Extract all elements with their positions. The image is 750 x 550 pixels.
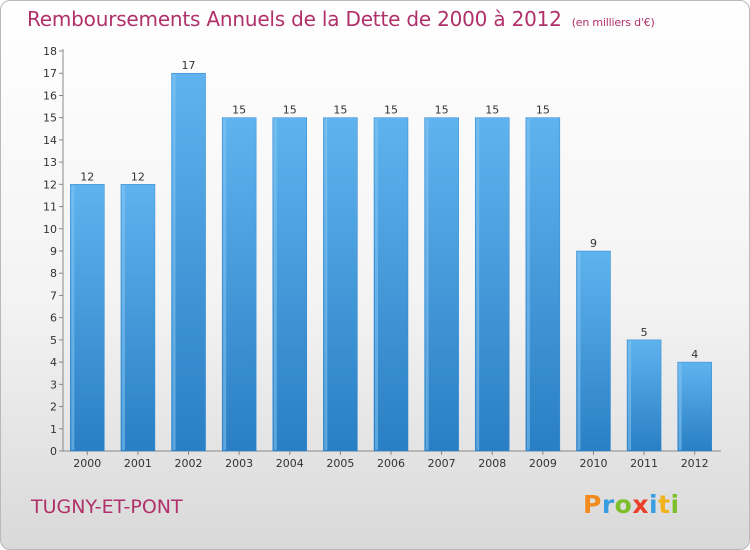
bar-value-label: 12	[131, 170, 145, 183]
bar-value-label: 15	[485, 104, 499, 117]
bar-value-label: 15	[283, 104, 297, 117]
logo-letter: t	[658, 490, 671, 519]
logo-letter: o	[614, 490, 633, 519]
bar-2010	[576, 250, 611, 452]
y-tick-label: 17	[43, 67, 57, 80]
bar-value-label: 12	[80, 170, 94, 183]
bar-2008	[474, 117, 510, 452]
bar-2004	[272, 117, 308, 452]
x-tick-label: 2002	[175, 457, 203, 470]
logo-letter: i	[670, 490, 680, 519]
chart-title: Remboursements Annuels de la Dette de 20…	[27, 7, 655, 31]
y-tick-label: 6	[50, 312, 57, 325]
bar-value-label: 15	[536, 104, 550, 117]
data-labels: 12 12 17 15 15 15 15 15 15 15 9 5 4	[80, 59, 698, 361]
bar-highlight	[223, 118, 227, 451]
y-tick-label: 8	[50, 267, 57, 280]
y-tick-label: 16	[43, 89, 57, 102]
bar-2001	[120, 184, 156, 452]
x-tick-label: 2011	[630, 457, 658, 470]
bar-2007	[424, 117, 459, 452]
y-tick-label: 5	[50, 334, 57, 347]
bar-2006	[373, 117, 409, 452]
bar-highlight	[273, 118, 277, 451]
bar-2009	[525, 117, 561, 452]
y-tick-label: 4	[50, 356, 57, 369]
y-tick-label: 3	[50, 378, 57, 391]
y-tick-label: 18	[43, 45, 57, 58]
bar-value-label: 17	[182, 59, 196, 72]
bar-2012	[677, 361, 712, 452]
unit-note: (en milliers d'€)	[571, 16, 655, 29]
bar-value-label: 15	[384, 104, 398, 117]
bar-highlight	[526, 118, 530, 451]
bar-highlight	[121, 185, 125, 451]
bar-value-label: 5	[641, 326, 648, 339]
x-tick-label: 2006	[377, 457, 405, 470]
x-tick-label: 2005	[326, 457, 354, 470]
bar-2005	[323, 117, 358, 452]
x-tick-label: 2007	[428, 457, 456, 470]
x-tick-label: 2001	[124, 457, 152, 470]
x-tick-label: 2009	[529, 457, 557, 470]
bar-2000	[70, 184, 105, 452]
bar-value-label: 15	[232, 104, 246, 117]
bar-highlight	[577, 252, 581, 450]
y-tick-label: 13	[43, 156, 57, 169]
y-tick-label: 0	[50, 445, 57, 458]
x-tick-label: 2004	[276, 457, 304, 470]
y-tick-label: 2	[50, 401, 57, 414]
bar-value-label: 9	[590, 237, 597, 250]
x-tick-label: 2003	[225, 457, 253, 470]
bar-highlight	[678, 363, 682, 450]
logo-letter: i	[649, 490, 659, 519]
logo-letter: r	[601, 490, 615, 519]
y-tick-label: 14	[43, 134, 57, 147]
logo-letter: x	[632, 490, 649, 519]
proxiti-logo: Proxiti	[583, 490, 680, 519]
logo-letter: P	[583, 490, 602, 519]
bar-value-label: 15	[435, 104, 449, 117]
bar-highlight	[71, 185, 75, 451]
bar-highlight	[425, 118, 429, 451]
bar-highlight	[324, 118, 328, 451]
y-tick-label: 10	[43, 223, 57, 236]
y-tick-label: 9	[50, 245, 57, 258]
bar-highlight	[628, 340, 632, 450]
y-tick-label: 11	[43, 201, 57, 214]
chart-title-text: Remboursements Annuels de la Dette de 20…	[27, 7, 562, 31]
x-tick-label: 2012	[681, 457, 709, 470]
bar-value-label: 4	[691, 348, 698, 361]
bar-value-label: 15	[333, 104, 347, 117]
commune-name: TUGNY-ET-PONT	[31, 496, 183, 518]
bar-2003	[221, 117, 257, 452]
y-tick-label: 15	[43, 112, 57, 125]
bar-highlight	[172, 74, 176, 450]
y-tick-label: 1	[50, 423, 57, 436]
bar-highlight	[476, 118, 480, 451]
bar-highlight	[375, 118, 378, 451]
x-tick-label: 2010	[579, 457, 607, 470]
bar-2011	[626, 339, 662, 452]
bars	[70, 72, 712, 452]
x-tick-label: 2008	[478, 457, 506, 470]
y-tick-label: 7	[50, 289, 57, 302]
x-tick-label: 2000	[73, 457, 101, 470]
y-tick-label: 12	[43, 178, 57, 191]
bar-2002	[171, 72, 206, 452]
